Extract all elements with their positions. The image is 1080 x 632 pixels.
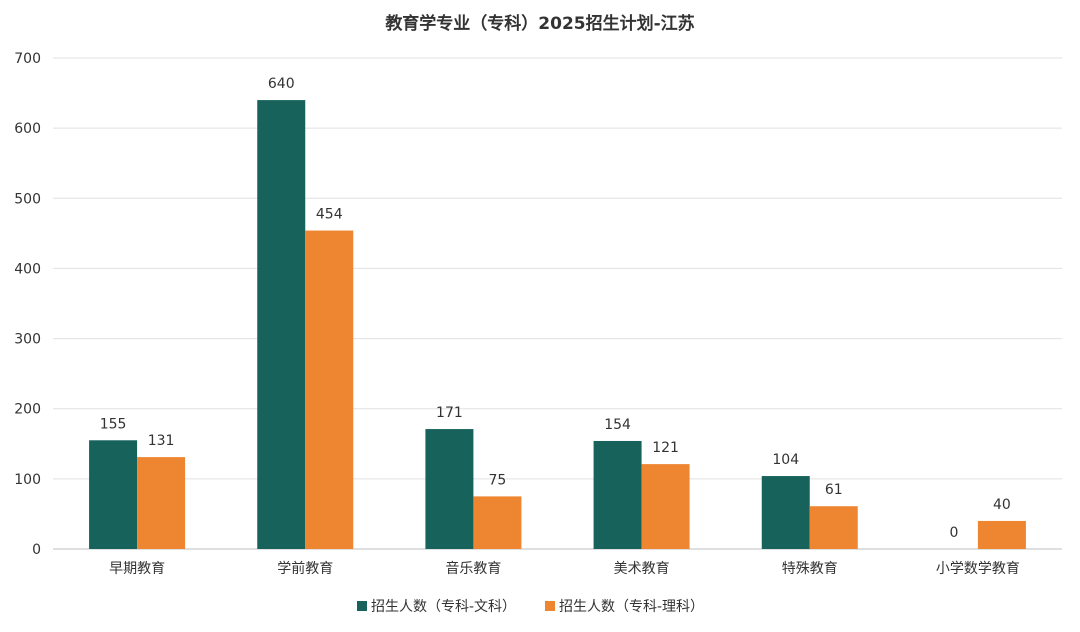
x-category-label: 音乐教育	[445, 560, 501, 577]
y-tick-label: 200	[14, 402, 41, 418]
x-category-label: 特殊教育	[782, 561, 838, 577]
data-label: 61	[825, 482, 843, 498]
data-label: 171	[436, 405, 463, 421]
data-label: 155	[100, 416, 127, 432]
legend-swatch	[545, 601, 555, 611]
x-category-label: 早期教育	[109, 561, 165, 577]
data-label: 131	[148, 433, 175, 449]
bar	[473, 496, 522, 549]
bar	[977, 520, 1026, 549]
x-category-label: 美术教育	[614, 561, 670, 577]
x-category-label: 学前教育	[277, 560, 333, 577]
y-tick-label: 500	[14, 191, 41, 207]
x-category-label: 小学数学教育	[936, 561, 1020, 577]
y-tick-label: 300	[14, 332, 41, 348]
data-labels: 155 131 640 454 171 75 154 121 104 61 0 40	[100, 76, 1011, 541]
data-label: 0	[949, 525, 958, 541]
y-tick-label: 700	[14, 51, 41, 67]
legend-swatch	[357, 601, 367, 611]
data-label: 104	[772, 452, 799, 468]
legend-label: 招生人数（专科-理科）	[559, 599, 704, 615]
data-label: 454	[316, 207, 343, 223]
y-tick-label: 0	[32, 542, 41, 558]
bar	[257, 100, 306, 549]
bars	[89, 100, 1026, 549]
bar	[593, 440, 642, 549]
bar	[305, 230, 354, 549]
y-tick-label: 100	[14, 472, 41, 488]
data-label: 121	[652, 440, 679, 456]
data-label: 75	[489, 472, 507, 488]
x-axis-categories: 早期教育 学前教育 音乐教育 美术教育 特殊教育 小学数学教育	[109, 560, 1020, 577]
bar	[641, 464, 690, 549]
legend: 招生人数（专科-文科） 招生人数（专科-理科）	[357, 599, 704, 615]
legend-label: 招生人数（专科-文科）	[371, 599, 516, 615]
data-label: 640	[268, 76, 295, 92]
y-tick-label: 400	[14, 261, 41, 277]
chart-title: 教育学专业（专科）2025招生计划-江苏	[384, 13, 694, 34]
bar	[89, 440, 138, 549]
bar	[809, 506, 858, 549]
data-label: 154	[604, 417, 631, 433]
bar	[761, 476, 810, 549]
y-axis-ticks: 0 100 200 300 400 500 600 700	[14, 51, 41, 558]
bar	[425, 429, 474, 549]
gridlines	[53, 57, 1062, 550]
bar	[137, 457, 186, 549]
data-label: 40	[993, 497, 1011, 513]
y-tick-label: 600	[14, 121, 41, 137]
